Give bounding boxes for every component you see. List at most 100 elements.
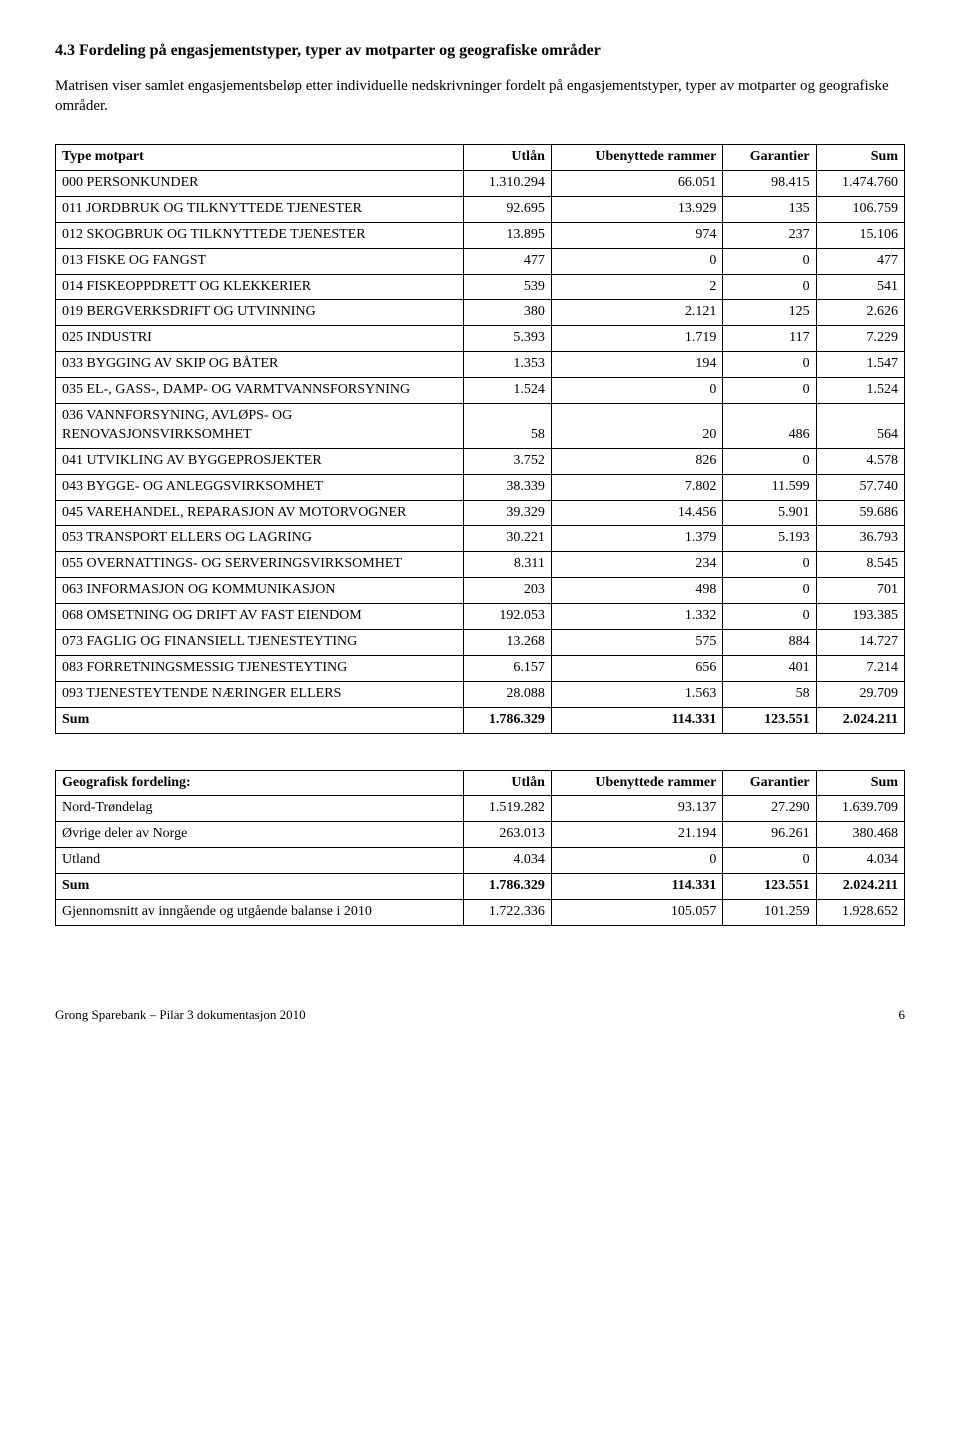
row-value: 237: [723, 222, 816, 248]
row-value: 13.929: [551, 196, 722, 222]
row-label: 035 EL-, GASS-, DAMP- OG VARMTVANNSFORSY…: [56, 378, 464, 404]
row-value: 193.385: [816, 604, 904, 630]
col-header: Sum: [816, 145, 904, 171]
row-value: 3.752: [463, 448, 551, 474]
row-value: 29.709: [816, 681, 904, 707]
row-value: 477: [463, 248, 551, 274]
row-value: 1.719: [551, 326, 722, 352]
row-value: 59.686: [816, 500, 904, 526]
page-footer: Grong Sparebank – Pilar 3 dokumentasjon …: [55, 1006, 905, 1024]
col-header: Ubenyttede rammer: [551, 145, 722, 171]
row-value: 1.639.709: [816, 796, 904, 822]
row-value: 58: [723, 681, 816, 707]
row-value: 0: [551, 848, 722, 874]
col-header: Geografisk fordeling:: [56, 770, 464, 796]
row-value: 884: [723, 630, 816, 656]
row-value: 1.353: [463, 352, 551, 378]
table-row: 014 FISKEOPPDRETT OG KLEKKERIER53920541: [56, 274, 905, 300]
table-row: 036 VANNFORSYNING, AVLØPS- OG RENOVASJON…: [56, 404, 905, 449]
row-value: 2.121: [551, 300, 722, 326]
row-value: 0: [723, 248, 816, 274]
table-row: 083 FORRETNINGSMESSIG TJENESTEYTING6.157…: [56, 655, 905, 681]
row-label: Utland: [56, 848, 464, 874]
col-header: Utlån: [463, 770, 551, 796]
row-value: 93.137: [551, 796, 722, 822]
col-header: Utlån: [463, 145, 551, 171]
row-value: 135: [723, 196, 816, 222]
row-value: 96.261: [723, 822, 816, 848]
row-value: 0: [723, 352, 816, 378]
row-label: 025 INDUSTRI: [56, 326, 464, 352]
table-row: 055 OVERNATTINGS- OG SERVERINGSVIRKSOMHE…: [56, 552, 905, 578]
row-value: 13.895: [463, 222, 551, 248]
table-row: 045 VAREHANDEL, REPARASJON AV MOTORVOGNE…: [56, 500, 905, 526]
row-value: 0: [723, 378, 816, 404]
col-header: Sum: [816, 770, 904, 796]
row-label: 068 OMSETNING OG DRIFT AV FAST EIENDOM: [56, 604, 464, 630]
table-row: 063 INFORMASJON OG KOMMUNIKASJON20349807…: [56, 578, 905, 604]
row-value: 2: [551, 274, 722, 300]
row-value: 20: [551, 404, 722, 449]
table-row: Utland4.034004.034: [56, 848, 905, 874]
row-label: 045 VAREHANDEL, REPARASJON AV MOTORVOGNE…: [56, 500, 464, 526]
row-value: 192.053: [463, 604, 551, 630]
table-row: Nord-Trøndelag1.519.28293.13727.2901.639…: [56, 796, 905, 822]
table-row: 013 FISKE OG FANGST47700477: [56, 248, 905, 274]
row-value: 13.268: [463, 630, 551, 656]
footer-left: Grong Sparebank – Pilar 3 dokumentasjon …: [55, 1006, 306, 1024]
row-value: 4.578: [816, 448, 904, 474]
row-value: 477: [816, 248, 904, 274]
row-value: 263.013: [463, 822, 551, 848]
row-value: 0: [723, 552, 816, 578]
row-value: 15.106: [816, 222, 904, 248]
row-label: 000 PERSONKUNDER: [56, 170, 464, 196]
row-value: 1.563: [551, 681, 722, 707]
table-sum-row: Sum 1.786.329 114.331 123.551 2.024.211: [56, 707, 905, 733]
row-label: 083 FORRETNINGSMESSIG TJENESTEYTING: [56, 655, 464, 681]
row-value: 30.221: [463, 526, 551, 552]
table-row: 073 FAGLIG OG FINANSIELL TJENESTEYTING13…: [56, 630, 905, 656]
table-geografisk: Geografisk fordeling: Utlån Ubenyttede r…: [55, 770, 905, 926]
table-sum-row: Sum 1.786.329 114.331 123.551 2.024.211: [56, 874, 905, 900]
row-value: 1.474.760: [816, 170, 904, 196]
row-value: 1.332: [551, 604, 722, 630]
row-value: 8.311: [463, 552, 551, 578]
table-row: 000 PERSONKUNDER1.310.29466.05198.4151.4…: [56, 170, 905, 196]
row-label: 093 TJENESTEYTENDE NÆRINGER ELLERS: [56, 681, 464, 707]
row-label: 011 JORDBRUK OG TILKNYTTEDE TJENESTER: [56, 196, 464, 222]
table-row: 041 UTVIKLING AV BYGGEPROSJEKTER3.752826…: [56, 448, 905, 474]
row-value: 0: [723, 848, 816, 874]
row-value: 974: [551, 222, 722, 248]
row-value: 486: [723, 404, 816, 449]
row-value: 1.524: [463, 378, 551, 404]
table-row: 068 OMSETNING OG DRIFT AV FAST EIENDOM19…: [56, 604, 905, 630]
row-value: 117: [723, 326, 816, 352]
row-value: 1.310.294: [463, 170, 551, 196]
row-value: 7.229: [816, 326, 904, 352]
row-label: 053 TRANSPORT ELLERS OG LAGRING: [56, 526, 464, 552]
row-value: 0: [551, 248, 722, 274]
row-label: 012 SKOGBRUK OG TILKNYTTEDE TJENESTER: [56, 222, 464, 248]
row-value: 7.802: [551, 474, 722, 500]
col-header: Type motpart: [56, 145, 464, 171]
table-row: 093 TJENESTEYTENDE NÆRINGER ELLERS28.088…: [56, 681, 905, 707]
row-value: 0: [723, 578, 816, 604]
row-value: 564: [816, 404, 904, 449]
row-value: 11.599: [723, 474, 816, 500]
row-value: 36.793: [816, 526, 904, 552]
row-label: 073 FAGLIG OG FINANSIELL TJENESTEYTING: [56, 630, 464, 656]
row-value: 8.545: [816, 552, 904, 578]
row-value: 6.157: [463, 655, 551, 681]
row-value: 5.901: [723, 500, 816, 526]
row-value: 4.034: [816, 848, 904, 874]
row-value: 21.194: [551, 822, 722, 848]
row-value: 7.214: [816, 655, 904, 681]
col-header: Garantier: [723, 770, 816, 796]
row-value: 1.519.282: [463, 796, 551, 822]
row-value: 1.524: [816, 378, 904, 404]
row-value: 194: [551, 352, 722, 378]
row-value: 98.415: [723, 170, 816, 196]
row-value: 0: [551, 378, 722, 404]
table-row: 012 SKOGBRUK OG TILKNYTTEDE TJENESTER13.…: [56, 222, 905, 248]
table-row: 053 TRANSPORT ELLERS OG LAGRING30.2211.3…: [56, 526, 905, 552]
